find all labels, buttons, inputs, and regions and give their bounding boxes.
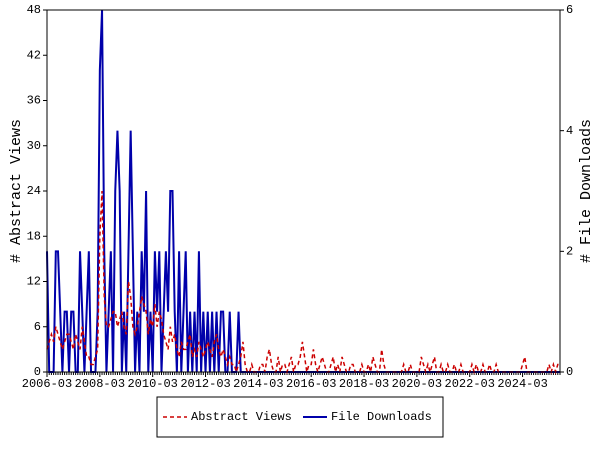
legend-box [156,396,444,438]
y-tick-label: 30 [27,139,41,153]
x-tick-label: 2022-03 [445,377,495,391]
y2-tick-label: 0 [566,365,573,379]
y2-tick-label: 4 [566,124,573,138]
x-tick-label: 2018-03 [339,377,389,391]
y-tick-label: 42 [27,48,41,62]
y-tick-label: 36 [27,94,41,108]
y-tick-label: 48 [27,3,41,17]
legend-label: Abstract Views [191,410,292,424]
x-tick-label: 2008-03 [75,377,125,391]
y-tick-label: 0 [34,365,41,379]
x-tick-label: 2020-03 [392,377,442,391]
x-tick-label: 2016-03 [286,377,336,391]
x-tick-label: 2006-03 [22,377,72,391]
y2-tick-label: 2 [566,245,573,259]
x-tick-label: 2010-03 [127,377,177,391]
legend-label: File Downloads [331,410,432,424]
x-tick-label: 2014-03 [233,377,283,391]
y-tick-label: 18 [27,229,41,243]
y2-axis-label: # File Downloads [578,119,595,263]
x-tick-label: 2012-03 [180,377,230,391]
x-tick-label: 2024-03 [497,377,547,391]
y-tick-label: 24 [27,184,41,198]
y-tick-label: 6 [34,320,41,334]
plot-frame [46,9,561,373]
y-axis-label: # Abstract Views [8,119,25,263]
line-series [46,190,560,375]
y2-tick-label: 6 [566,3,573,17]
y-tick-label: 12 [27,275,41,289]
